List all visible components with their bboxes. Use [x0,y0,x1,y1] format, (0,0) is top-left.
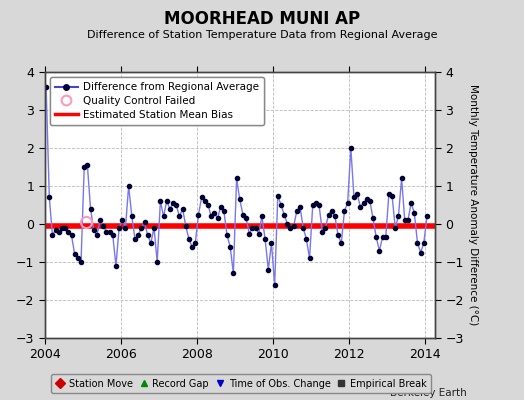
Y-axis label: Monthly Temperature Anomaly Difference (°C): Monthly Temperature Anomaly Difference (… [468,84,478,326]
Text: MOORHEAD MUNI AP: MOORHEAD MUNI AP [164,10,360,28]
Legend: Station Move, Record Gap, Time of Obs. Change, Empirical Break: Station Move, Record Gap, Time of Obs. C… [51,374,431,393]
Text: Berkeley Earth: Berkeley Earth [390,388,466,398]
Legend: Difference from Regional Average, Quality Control Failed, Estimated Station Mean: Difference from Regional Average, Qualit… [50,77,264,125]
Text: Difference of Station Temperature Data from Regional Average: Difference of Station Temperature Data f… [87,30,437,40]
